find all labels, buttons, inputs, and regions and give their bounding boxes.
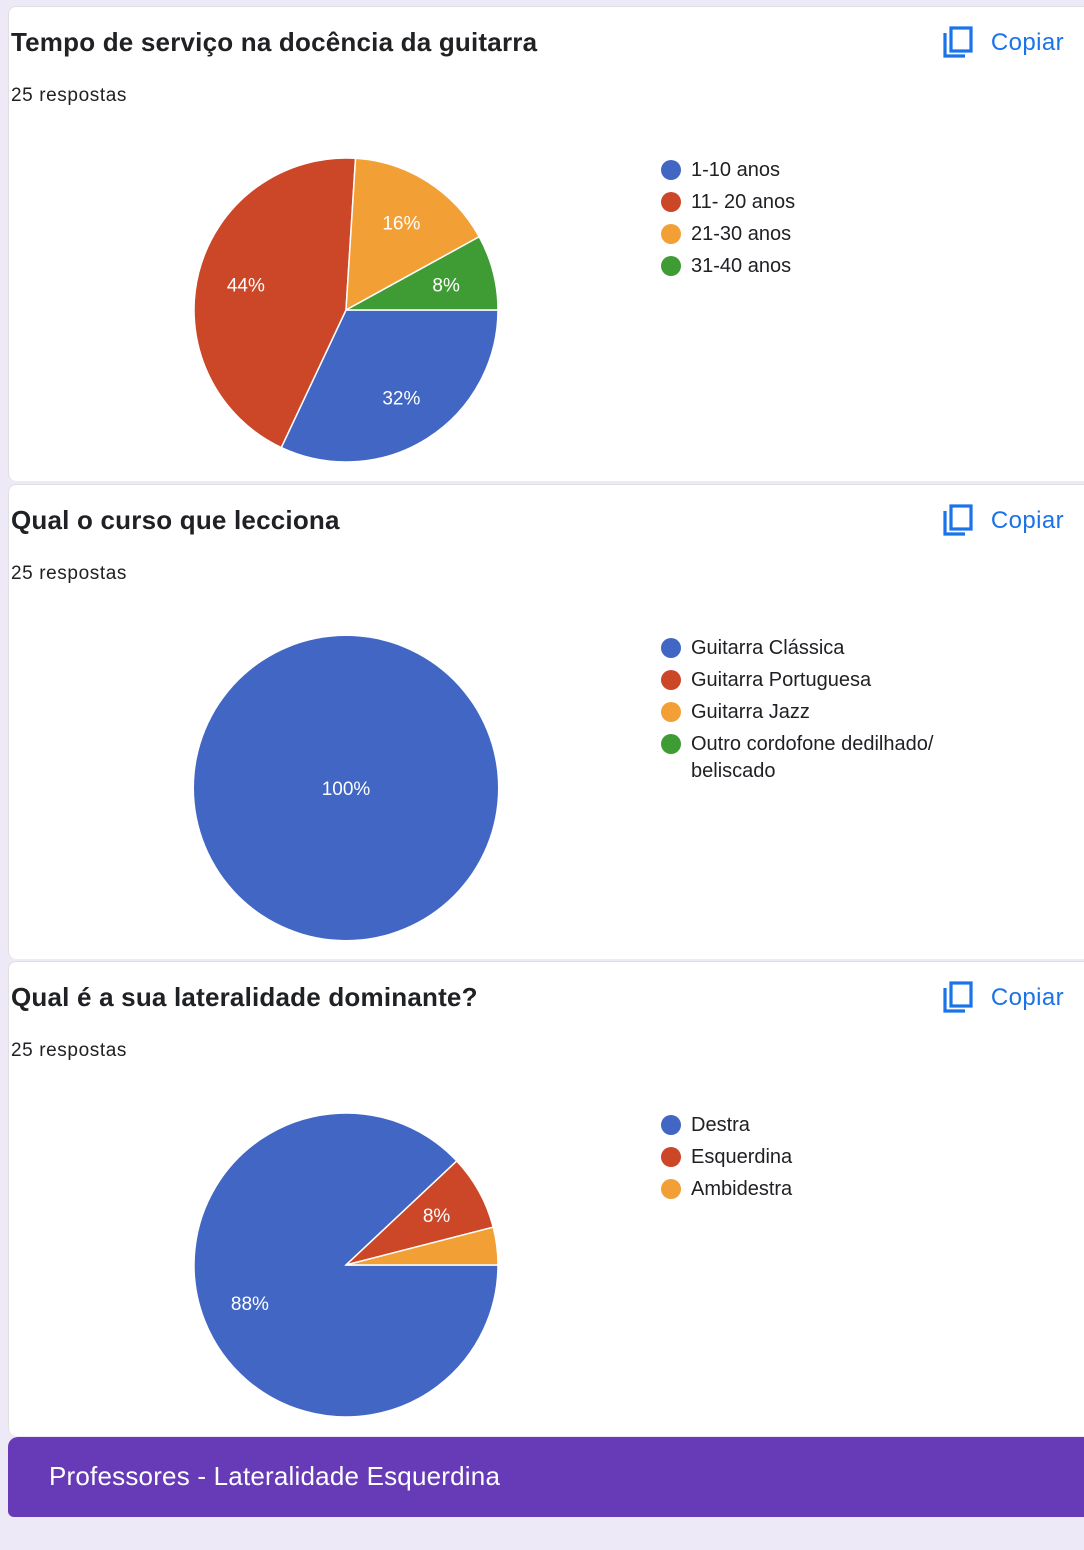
question-card-laterality: Qual é a sua lateralidade dominante? 25 … [8, 961, 1084, 1436]
slice-label: 88% [231, 1294, 269, 1315]
chart-legend: Guitarra Clássica Guitarra Portuguesa Gu… [661, 635, 961, 790]
slice-label: 8% [423, 1206, 451, 1227]
question-card-teaching-time: Tempo de serviço na docência da guitarra… [8, 6, 1084, 481]
pie-slice[interactable] [193, 1112, 499, 1418]
legend-item[interactable]: Destra [661, 1112, 961, 1139]
legend-label: 21-30 anos [691, 223, 792, 245]
pie-chart: 100% [194, 636, 498, 940]
question-title: Tempo de serviço na docência da guitarra [11, 27, 538, 57]
response-count: 25 respostas [11, 1040, 127, 1061]
copy-icon [943, 26, 973, 58]
legend-label: 31-40 anos [691, 255, 792, 277]
legend-label: Guitarra Portuguesa [691, 669, 872, 691]
legend-item[interactable]: 1-10 anos [661, 157, 961, 184]
slice-label: 44% [227, 275, 265, 296]
legend-item[interactable]: 21-30 anos [661, 221, 961, 248]
legend-label: Outro cordofone dedilhado/ beliscado [691, 733, 934, 782]
legend-dot [661, 192, 681, 212]
legend-label: Guitarra Clássica [691, 637, 845, 659]
legend-dot [661, 1147, 681, 1167]
copy-label: Copiar [990, 984, 1064, 1011]
copy-label: Copiar [990, 29, 1064, 56]
copy-icon [943, 504, 973, 536]
copy-icon [943, 981, 973, 1013]
legend-label: Destra [691, 1114, 750, 1136]
slice-label: 100% [322, 779, 371, 800]
legend-dot [661, 224, 681, 244]
legend-dot [661, 256, 681, 276]
pie-slice[interactable] [345, 1226, 499, 1266]
slice-label: 32% [382, 388, 420, 409]
legend-item[interactable]: 31-40 anos [661, 253, 961, 280]
legend-item[interactable]: Ambidestra [661, 1176, 961, 1203]
legend-dot [661, 638, 681, 658]
legend-dot [661, 702, 681, 722]
pie-slice[interactable] [345, 235, 499, 311]
section-header: Professores - Lateralidade Esquerdina [8, 1437, 1084, 1517]
response-count: 25 respostas [11, 85, 127, 106]
legend-dot [661, 1179, 681, 1199]
response-count: 25 respostas [11, 563, 127, 584]
legend-item[interactable]: Guitarra Clássica [661, 635, 961, 662]
slice-label: 8% [432, 275, 460, 296]
pie-slice[interactable] [280, 309, 499, 463]
pie-slice[interactable] [193, 157, 357, 449]
legend-item[interactable]: Guitarra Jazz [661, 699, 961, 726]
legend-label: 1-10 anos [691, 159, 780, 181]
legend-dot [661, 1115, 681, 1135]
legend-item[interactable]: 11- 20 anos [661, 189, 961, 216]
question-title: Qual o curso que lecciona [11, 505, 340, 535]
chart-legend: Destra Esquerdina Ambidestra [661, 1112, 961, 1208]
pie-slice[interactable] [345, 157, 481, 312]
legend-dot [661, 734, 681, 754]
pie-slice[interactable] [194, 636, 498, 940]
pie-chart: 88% 8% [193, 1112, 499, 1418]
legend-label: 11- 20 anos [691, 191, 796, 213]
legend-label: Guitarra Jazz [691, 701, 810, 723]
copy-button[interactable]: Copiar [941, 976, 1064, 1020]
section-title: Professores - Lateralidade Esquerdina [49, 1461, 501, 1491]
legend-item[interactable]: Esquerdina [661, 1144, 961, 1171]
legend-label: Esquerdina [691, 1146, 793, 1168]
copy-button[interactable]: Copiar [941, 499, 1064, 543]
legend-item[interactable]: Guitarra Portuguesa [661, 667, 961, 694]
copy-button[interactable]: Copiar [941, 21, 1064, 65]
pie-chart: 32% 44% 16% 8% [193, 157, 499, 463]
legend-label: Ambidestra [691, 1178, 793, 1200]
chart-legend: 1-10 anos 11- 20 anos 21-30 anos 31-40 a… [661, 157, 961, 285]
slice-label: 16% [382, 214, 420, 235]
question-title: Qual é a sua lateralidade dominante? [11, 982, 478, 1012]
copy-label: Copiar [990, 507, 1064, 534]
question-card-course: Qual o curso que lecciona 25 respostas C… [8, 484, 1084, 959]
legend-item[interactable]: Outro cordofone dedilhado/ beliscado [661, 731, 961, 785]
legend-dot [661, 160, 681, 180]
legend-dot [661, 670, 681, 690]
